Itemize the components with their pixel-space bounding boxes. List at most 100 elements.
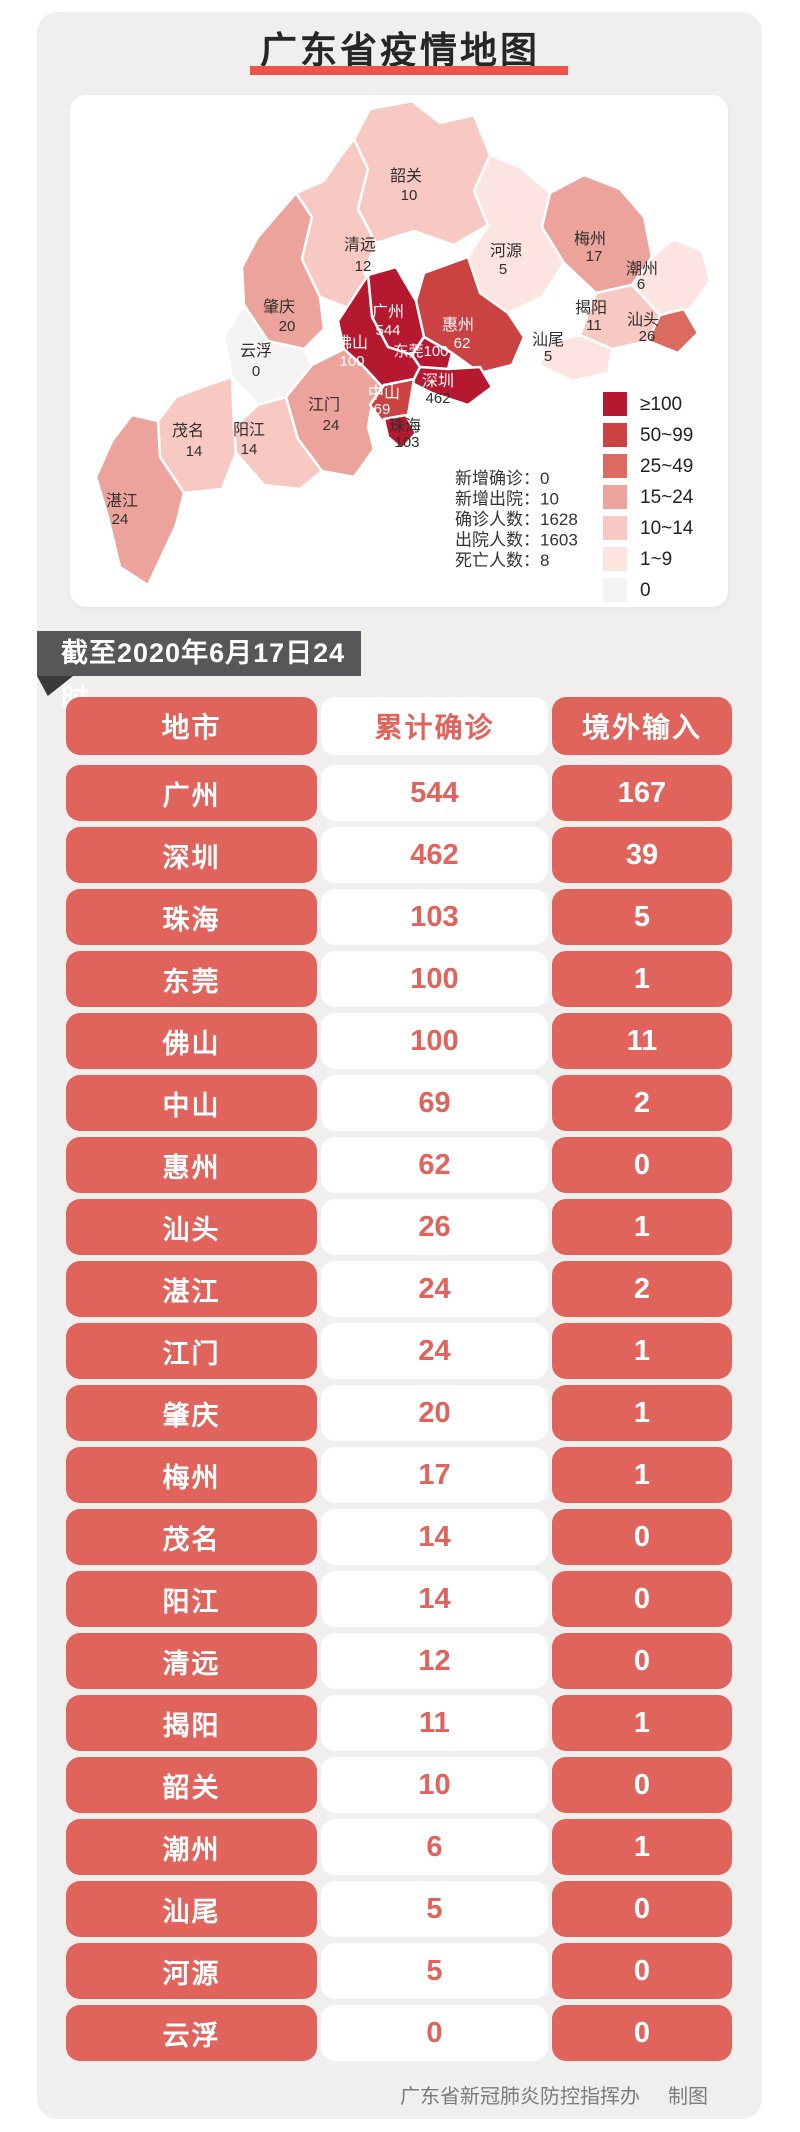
city-cell: 梅州	[66, 1447, 317, 1503]
city-cell: 肇庆	[66, 1385, 317, 1441]
map-region-zhanjiang	[94, 413, 186, 587]
confirmed-cell: 24	[321, 1261, 548, 1317]
city-cell: 深圳	[66, 827, 317, 883]
confirmed-cell: 11	[321, 1695, 548, 1751]
confirmed-cell: 20	[321, 1385, 548, 1441]
legend-label: 25~49	[640, 456, 693, 477]
map-stat-line: 新增确诊：0	[455, 469, 549, 488]
map-label-yunfu: 云浮	[240, 342, 272, 360]
confirmed-cell: 12	[321, 1633, 548, 1689]
table-row: 潮州 6 1	[66, 1819, 732, 1875]
table-row: 阳江 14 0	[66, 1571, 732, 1627]
legend-swatch	[603, 392, 627, 416]
map-value-qingyuan: 12	[355, 258, 372, 275]
map-stat-line: 新增出院：10	[455, 490, 559, 509]
legend-swatch	[603, 485, 627, 509]
city-cell: 广州	[66, 765, 317, 821]
city-cell: 汕尾	[66, 1881, 317, 1937]
footer-credit-org: 广东省新冠肺炎防控指挥办	[400, 2086, 640, 2108]
map-label-guangzhou: 广州	[372, 303, 404, 321]
table-row: 梅州 17 1	[66, 1447, 732, 1503]
column-header-city: 地市	[66, 697, 317, 755]
imported-cell: 167	[552, 765, 732, 821]
map-region-shaoguan	[352, 99, 492, 247]
map-value-zhuhai: 103	[394, 434, 419, 451]
confirmed-cell: 0	[321, 2005, 548, 2061]
table-row: 中山 69 2	[66, 1075, 732, 1131]
page-title: 广东省疫情地图	[260, 30, 540, 71]
epidemic-map-card: 肇庆 20 清远 12 韶关 10 河源 5 梅州 17 潮州 6 揭阳 11 汕尾 5 云浮 0 茂名 14 阳江 14…	[70, 95, 728, 607]
map-value-shenzhen: 462	[425, 390, 450, 407]
table-row: 茂名 14 0	[66, 1509, 732, 1565]
city-cell: 韶关	[66, 1757, 317, 1813]
column-header-confirmed: 累计确诊	[321, 697, 548, 755]
imported-cell: 2	[552, 1261, 732, 1317]
city-cell: 湛江	[66, 1261, 317, 1317]
imported-cell: 1	[552, 1447, 732, 1503]
city-cell: 惠州	[66, 1137, 317, 1193]
confirmed-cell: 14	[321, 1509, 548, 1565]
map-value-maoming: 14	[186, 443, 203, 460]
city-cell: 东莞	[66, 951, 317, 1007]
map-stat-line: 确诊人数：1628	[455, 510, 578, 529]
map-stat-line: 出院人数：1603	[455, 531, 578, 550]
table-row: 云浮 0 0	[66, 2005, 732, 2061]
table-row: 汕头 26 1	[66, 1199, 732, 1255]
legend-label: 50~99	[640, 425, 693, 446]
table-row: 清远 12 0	[66, 1633, 732, 1689]
map-label-yangjiang: 阳江	[233, 421, 265, 439]
imported-cell: 1	[552, 951, 732, 1007]
imported-cell: 0	[552, 2005, 732, 2061]
confirmed-cell: 103	[321, 889, 548, 945]
table-row: 肇庆 20 1	[66, 1385, 732, 1441]
table-header-row: 地市 累计确诊 境外输入	[66, 697, 732, 755]
table-row: 韶关 10 0	[66, 1757, 732, 1813]
legend-swatch	[603, 423, 627, 447]
table-row: 深圳 462 39	[66, 827, 732, 883]
table-row: 惠州 62 0	[66, 1137, 732, 1193]
map-value-foshan: 100	[339, 353, 364, 370]
imported-cell: 0	[552, 1943, 732, 1999]
legend-label: 15~24	[640, 487, 694, 508]
confirmed-cell: 62	[321, 1137, 548, 1193]
map-region-shanwei	[538, 333, 614, 383]
map-value-jieyang: 11	[586, 317, 602, 334]
city-cell: 佛山	[66, 1013, 317, 1069]
map-stat-line: 死亡人数：8	[455, 551, 549, 570]
legend-swatch	[603, 516, 627, 540]
imported-cell: 0	[552, 1509, 732, 1565]
legend-label: 10~14	[640, 518, 694, 539]
city-cell: 中山	[66, 1075, 317, 1131]
map-value-jiangmen: 24	[323, 417, 340, 434]
map-label-shantou: 汕头	[627, 311, 659, 329]
confirmed-cell: 69	[321, 1075, 548, 1131]
city-cell: 清远	[66, 1633, 317, 1689]
map-label-foshan: 佛山	[336, 334, 368, 352]
map-value-zhaoqing: 20	[279, 318, 296, 335]
confirmed-cell: 462	[321, 827, 548, 883]
imported-cell: 0	[552, 1757, 732, 1813]
legend-swatch	[603, 454, 627, 478]
map-label-shanwei: 汕尾	[532, 331, 564, 349]
table-row: 东莞 100 1	[66, 951, 732, 1007]
map-value-yangjiang: 14	[241, 441, 258, 458]
imported-cell: 1	[552, 1385, 732, 1441]
table-row: 佛山 100 11	[66, 1013, 732, 1069]
imported-cell: 5	[552, 889, 732, 945]
confirmed-cell: 6	[321, 1819, 548, 1875]
map-region-shantou	[646, 307, 700, 355]
imported-cell: 0	[552, 1881, 732, 1937]
imported-cell: 11	[552, 1013, 732, 1069]
city-cell: 茂名	[66, 1509, 317, 1565]
city-cell: 揭阳	[66, 1695, 317, 1751]
map-label-zhanjiang: 湛江	[106, 492, 138, 510]
table-row: 江门 24 1	[66, 1323, 732, 1379]
map-value-zhanjiang: 24	[112, 511, 129, 528]
map-label-shaoguan: 韶关	[390, 167, 422, 185]
map-label-huizhou: 惠州	[442, 316, 474, 334]
confirmed-cell: 5	[321, 1943, 548, 1999]
map-value-shaoguan: 10	[401, 187, 418, 204]
city-cell: 云浮	[66, 2005, 317, 2061]
imported-cell: 39	[552, 827, 732, 883]
date-banner: 截至2020年6月17日24时	[37, 631, 361, 713]
